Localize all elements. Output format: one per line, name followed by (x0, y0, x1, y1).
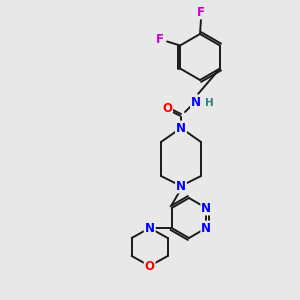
Text: N: N (176, 179, 186, 193)
Text: N: N (191, 95, 201, 109)
Text: N: N (201, 221, 211, 235)
Text: N: N (176, 122, 186, 134)
Text: N: N (201, 202, 211, 214)
Text: F: F (197, 5, 205, 19)
Text: N: N (145, 221, 155, 235)
Text: H: H (205, 98, 213, 108)
Text: F: F (156, 33, 164, 46)
Text: O: O (162, 101, 172, 115)
Text: O: O (145, 260, 155, 272)
